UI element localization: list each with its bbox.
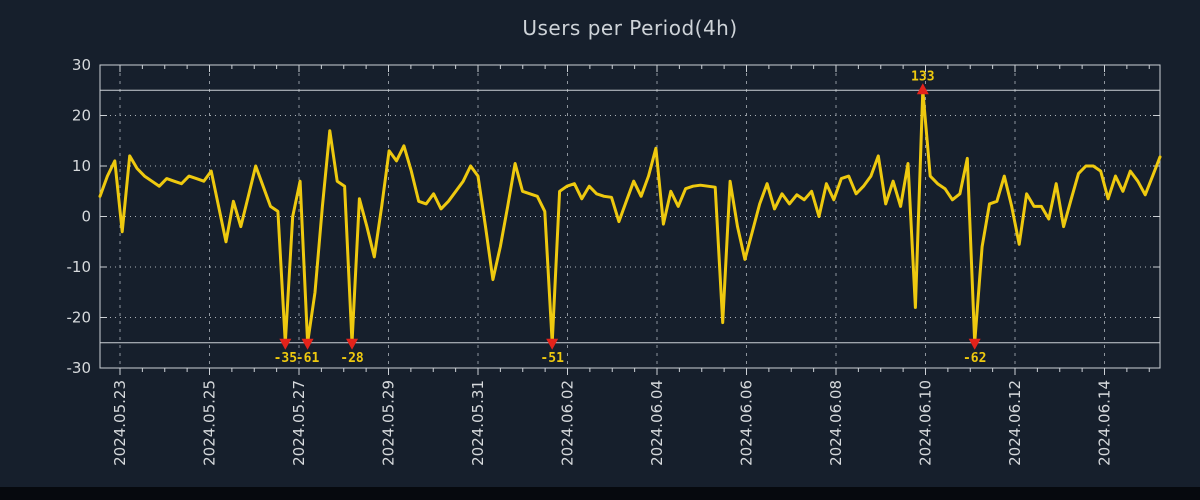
y-axis-label: 20 [72,107,91,125]
extreme-marker-down [968,338,981,350]
extreme-marker-down [346,338,359,350]
y-axis-label: -20 [67,309,92,327]
x-axis-label: 2024.06.02 [559,380,577,466]
x-axis-label: 2024.05.31 [469,380,487,466]
extreme-value-label: -28 [340,351,364,366]
x-axis-label: 2024.06.14 [1096,380,1114,466]
extreme-marker-down [546,338,559,350]
x-axis-label: 2024.06.06 [738,380,756,466]
y-axis-label: 30 [72,56,91,74]
x-axis-label: 2024.05.25 [201,380,219,466]
extreme-marker-down [301,338,314,350]
extreme-value-label: 133 [911,69,934,84]
extreme-marker-down [279,338,292,350]
y-axis-label: -30 [67,359,92,377]
x-axis-label: 2024.06.08 [827,380,845,466]
x-axis-label: 2024.06.10 [917,380,935,466]
extreme-value-label: -51 [540,351,564,366]
x-axis-label: 2024.05.23 [111,380,129,466]
extreme-value-label: -35 [274,351,297,366]
x-axis-label: 2024.06.04 [648,380,666,466]
extreme-value-label: -61 [296,351,320,366]
y-axis-label: -10 [67,258,92,276]
extreme-value-label: -62 [963,351,986,366]
series-line [98,88,1162,345]
x-axis-label: 2024.06.12 [1006,380,1024,466]
x-axis-label: 2024.05.29 [380,380,398,466]
y-axis-label: 10 [72,157,91,175]
chart-title: Users per Period(4h) [522,16,738,40]
footer-bar [0,487,1200,500]
y-axis-label: 0 [81,208,91,226]
x-axis-label: 2024.05.27 [290,380,308,466]
extreme-marker-up [916,83,929,95]
